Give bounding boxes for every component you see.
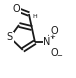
Text: O: O: [50, 26, 58, 36]
Text: S: S: [7, 32, 13, 42]
Text: −: −: [56, 53, 62, 59]
Text: O: O: [50, 48, 58, 58]
Text: O: O: [13, 4, 21, 14]
Text: +: +: [49, 34, 55, 40]
Text: H: H: [32, 14, 37, 19]
Text: N: N: [43, 37, 51, 47]
